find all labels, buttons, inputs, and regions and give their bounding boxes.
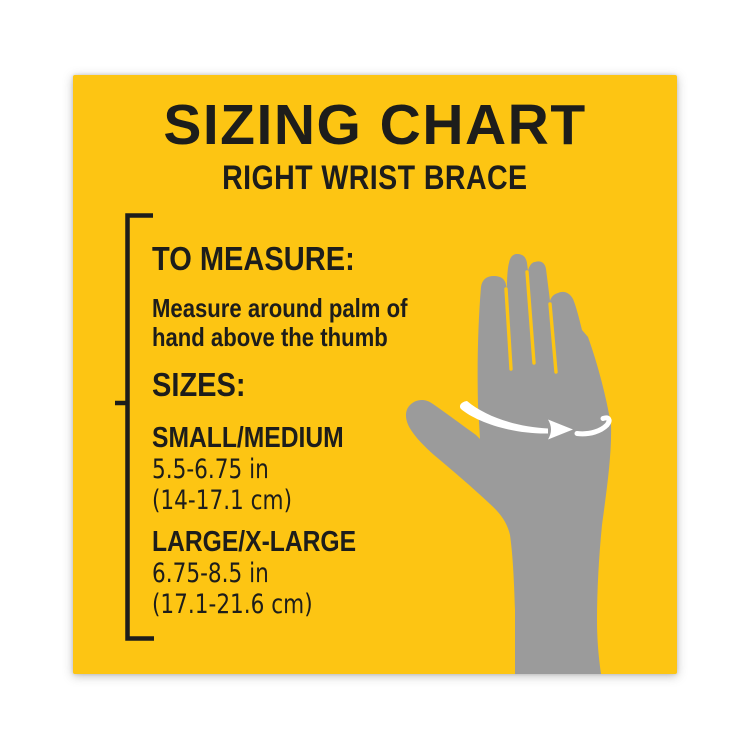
page-subtitle-text: RIGHT WRIST BRACE [222,159,528,197]
size-option-large-xlarge-inches: 6.75-8.5 in [152,558,269,589]
finger-gap-lines [504,270,558,374]
measure-bracket-icon [115,213,154,641]
page-title: SIZING CHART [163,93,587,157]
sizing-chart-graphics [115,213,612,674]
measuring-arrow-icon [459,401,612,440]
measure-instructions: Measure around palm of hand above the th… [152,294,407,352]
sizes-heading: SIZES: [152,366,246,403]
size-option-small-medium-cm: (14-17.1 cm) [152,485,293,516]
measure-instruction-line-1: Measure around palm of [152,293,408,323]
page-subtitle: RIGHT WRIST BRACE [73,161,677,195]
measure-instruction-line-2: hand above the thumb [152,322,388,352]
size-option-large-xlarge-name: LARGE/X-LARGE [152,526,357,558]
size-option-large-xlarge-cm: (17.1-21.6 cm) [152,589,313,620]
size-option-small-medium-inches: 5.5-6.75 in [152,454,269,485]
sizing-chart-card: SIZING CHART RIGHT WRIST BRACE TO MEASUR… [73,75,677,674]
size-option-small-medium-name: SMALL/MEDIUM [152,422,344,454]
hand-illustration [405,254,612,674]
to-measure-heading: TO MEASURE: [152,240,355,277]
